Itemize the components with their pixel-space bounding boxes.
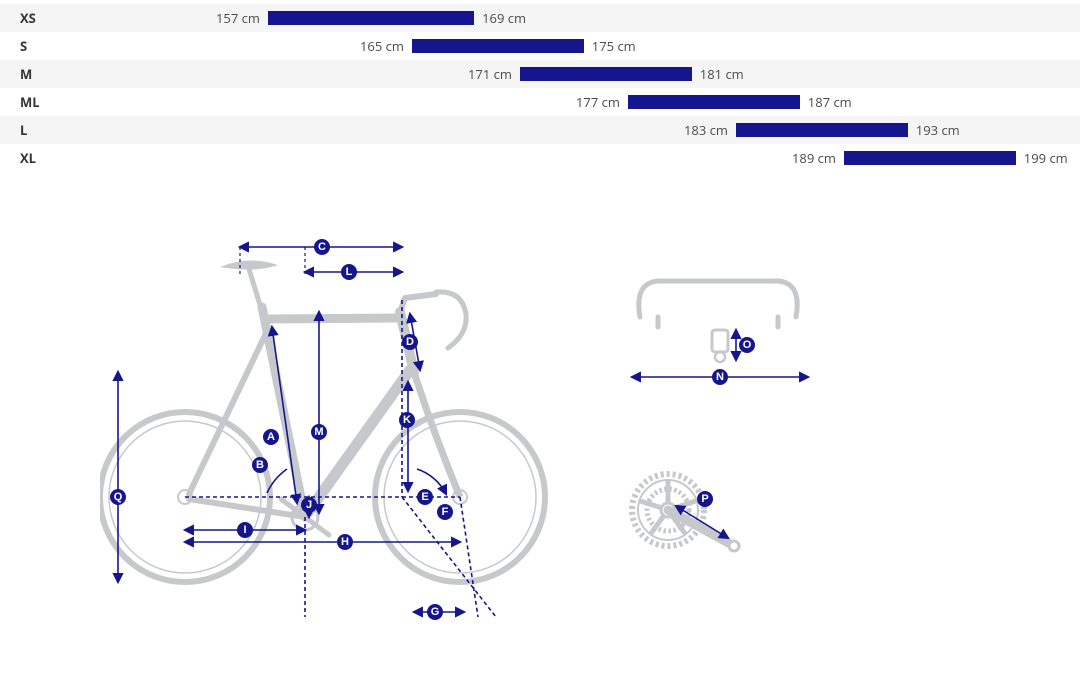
size-range-bar bbox=[520, 67, 692, 81]
svg-text:G: G bbox=[431, 606, 440, 618]
size-min-value: 189 cm bbox=[792, 149, 836, 167]
svg-text:P: P bbox=[701, 493, 708, 505]
size-row-m: M 171 cm 181 cm bbox=[0, 60, 1080, 88]
svg-text:O: O bbox=[743, 339, 752, 351]
handlebar-diagram: NO bbox=[620, 272, 820, 397]
size-row-xs: XS 157 cm 169 cm bbox=[0, 4, 1080, 32]
size-range-bar bbox=[736, 123, 908, 137]
svg-text:Q: Q bbox=[114, 491, 123, 503]
svg-text:M: M bbox=[314, 426, 323, 438]
svg-text:A: A bbox=[267, 431, 275, 443]
size-min-value: 177 cm bbox=[576, 93, 620, 111]
svg-text:E: E bbox=[421, 491, 428, 503]
size-label: M bbox=[0, 65, 90, 83]
svg-text:H: H bbox=[341, 536, 349, 548]
size-row-ml: ML 177 cm 187 cm bbox=[0, 88, 1080, 116]
size-max-value: 181 cm bbox=[700, 65, 744, 83]
size-row-l: L 183 cm 193 cm bbox=[0, 116, 1080, 144]
size-label: S bbox=[0, 37, 90, 55]
size-chart: XS 157 cm 169 cm S 165 cm 175 cm M 171 cm 181 cm… bbox=[0, 0, 1080, 172]
size-label: XS bbox=[0, 9, 90, 27]
size-range-bar bbox=[844, 151, 1016, 165]
geometry-diagram-section: CLDAMBKJEFIHGQ NO P bbox=[0, 222, 1080, 632]
bike-geometry-diagram: C L D A M B K J E F I H G Q bbox=[100, 222, 570, 632]
svg-text:L: L bbox=[346, 266, 353, 278]
svg-text:J: J bbox=[306, 499, 312, 511]
size-label: L bbox=[0, 121, 90, 139]
size-min-value: 183 cm bbox=[684, 121, 728, 139]
svg-text:C: C bbox=[318, 241, 326, 253]
svg-text:I: I bbox=[243, 524, 246, 536]
svg-text:D: D bbox=[406, 336, 414, 348]
crank-diagram: P bbox=[620, 452, 760, 567]
size-label: XL bbox=[0, 149, 90, 167]
svg-text:F: F bbox=[442, 506, 449, 518]
size-row-s: S 165 cm 175 cm bbox=[0, 32, 1080, 60]
size-range-bar bbox=[412, 39, 584, 53]
size-max-value: 169 cm bbox=[482, 9, 526, 27]
size-range-bar bbox=[268, 11, 474, 25]
size-row-xl: XL 189 cm 199 cm bbox=[0, 144, 1080, 172]
size-max-value: 187 cm bbox=[808, 93, 852, 111]
size-range-bar bbox=[628, 95, 800, 109]
size-max-value: 199 cm bbox=[1024, 149, 1068, 167]
svg-text:N: N bbox=[716, 371, 724, 383]
size-min-value: 171 cm bbox=[468, 65, 512, 83]
size-max-value: 175 cm bbox=[592, 37, 636, 55]
size-min-value: 157 cm bbox=[216, 9, 260, 27]
size-max-value: 193 cm bbox=[916, 121, 960, 139]
size-label: ML bbox=[0, 93, 90, 111]
size-min-value: 165 cm bbox=[360, 37, 404, 55]
svg-text:B: B bbox=[256, 459, 264, 471]
svg-text:K: K bbox=[403, 414, 411, 426]
